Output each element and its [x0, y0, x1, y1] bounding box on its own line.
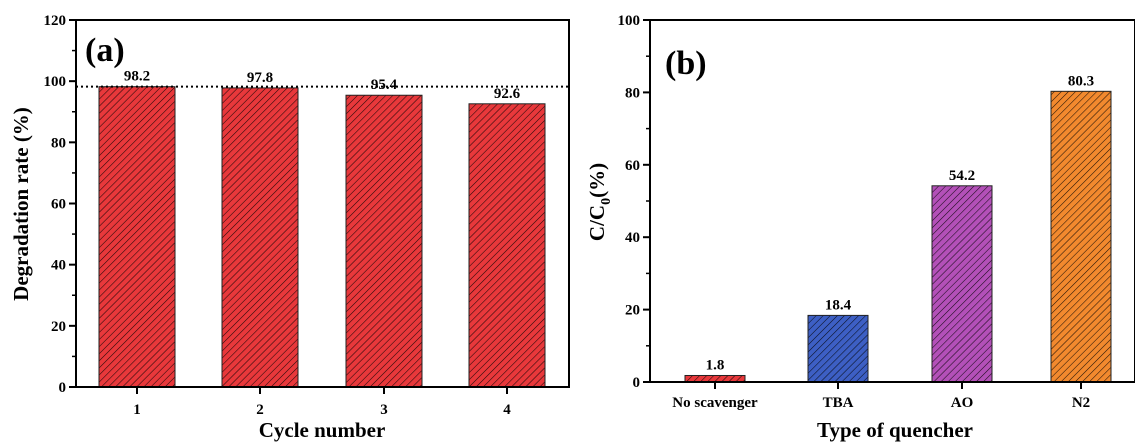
- bar-b-4: [1050, 90, 1112, 383]
- bar-hatch: [931, 185, 993, 383]
- y-tick-label: 40: [625, 230, 640, 246]
- y-tick-label: 40: [51, 258, 66, 274]
- y-axis-title-a: Degradation rate (%): [9, 107, 33, 301]
- bar-a-4: [468, 103, 546, 388]
- x-axis-title-b: Type of quencher: [817, 418, 973, 442]
- bar-b-2: [807, 314, 869, 383]
- bar-a-1: [98, 86, 176, 388]
- bar-hatch: [1050, 90, 1112, 383]
- bar-hatch: [807, 314, 869, 383]
- chart-panel-b: 0 20 40 60 80 100 No scavenger TBA AO N2 1.8 18.4…: [585, 13, 1135, 442]
- x-tick-label: No scavenger: [672, 395, 758, 411]
- bar-hatch: [345, 94, 423, 388]
- bar-a-2: [221, 87, 299, 388]
- bar-group-b: [684, 90, 1112, 383]
- bar-hatch: [468, 103, 546, 388]
- y-tick-label: 20: [51, 319, 66, 335]
- x-tick-label: AO: [951, 395, 974, 411]
- x-tick-label: 3: [380, 402, 388, 418]
- chart-panel-a: 0 20 40 60 80 100 120 1 2 3 4 98.2 97.8 95.4 92.6 (a…: [9, 13, 570, 442]
- bar-group-a: [98, 86, 546, 388]
- data-label: 1.8: [706, 357, 725, 373]
- data-label: 80.3: [1068, 73, 1094, 89]
- panel-label-a: (a): [85, 32, 125, 69]
- y-axis-b: 0 20 40 60 80 100: [618, 13, 650, 391]
- y-axis-title-b-main: C/C: [585, 205, 609, 241]
- panel-label-b: (b): [665, 45, 707, 82]
- x-tick-label: TBA: [823, 395, 854, 411]
- data-labels-a: 98.2 97.8 95.4 92.6: [124, 69, 521, 102]
- y-tick-label: 80: [51, 135, 66, 151]
- y-axis-title-b-tail: (%): [585, 163, 609, 198]
- x-tick-label: 4: [503, 402, 511, 418]
- bar-b-3: [931, 185, 993, 383]
- data-label: 98.2: [124, 69, 150, 85]
- x-axis-title-a: Cycle number: [259, 418, 386, 442]
- x-tick-label: N2: [1072, 395, 1090, 411]
- data-label: 92.6: [494, 86, 521, 102]
- y-tick-label: 100: [618, 13, 641, 29]
- y-axis-a: 0 20 40 60 80 100 120: [44, 13, 76, 396]
- y-axis-title-b-sub: 0: [599, 198, 614, 205]
- x-tick-label: 2: [256, 402, 264, 418]
- y-axis-title-b: C/C0(%): [585, 163, 614, 241]
- y-tick-label: 60: [51, 197, 66, 213]
- x-tick-label: 1: [133, 402, 141, 418]
- y-tick-label: 120: [44, 13, 67, 29]
- y-tick-label: 80: [625, 85, 640, 101]
- y-tick-label: 0: [59, 380, 67, 396]
- data-labels-b: 1.8 18.4 54.2 80.3: [706, 73, 1095, 373]
- data-label: 54.2: [949, 168, 975, 184]
- bar-hatch: [221, 87, 299, 388]
- data-label: 95.4: [371, 77, 398, 93]
- y-tick-label: 60: [625, 158, 640, 174]
- y-tick-label: 20: [625, 303, 640, 319]
- data-label: 97.8: [247, 70, 273, 86]
- x-axis-b: No scavenger TBA AO N2: [672, 382, 1090, 411]
- bar-hatch: [98, 86, 176, 388]
- y-tick-label: 0: [633, 375, 641, 391]
- bar-a-3: [345, 94, 423, 388]
- x-axis-a: 1 2 3 4: [133, 387, 511, 418]
- data-label: 18.4: [825, 297, 852, 313]
- y-tick-label: 100: [44, 74, 67, 90]
